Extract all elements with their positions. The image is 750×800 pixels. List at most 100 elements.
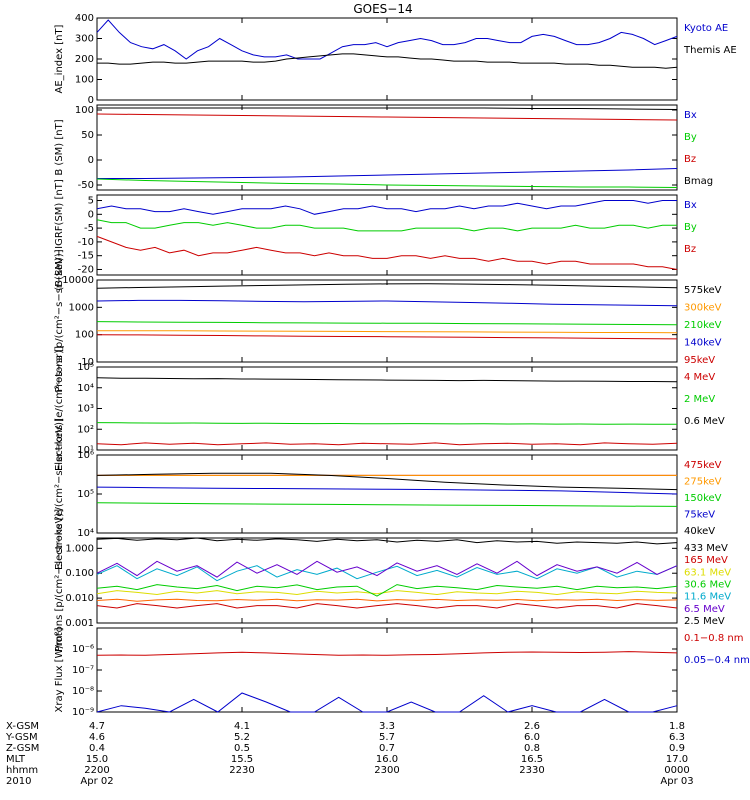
- legend-entry: 275keV: [684, 477, 722, 488]
- series-line-300kev: [97, 330, 678, 334]
- series-line-0-05-0-4-nm: [96, 692, 678, 713]
- series-line-30-6-mev: [96, 584, 678, 597]
- y-axis-label: Electrons [e/(cm²−s−sr−keV)]: [54, 418, 65, 570]
- y-axis-label: AE_index [nT]: [54, 24, 65, 93]
- ephemeris-value: Apr 03: [660, 776, 693, 787]
- y-tick-label: 300: [75, 34, 94, 45]
- y-tick-label: 0: [88, 209, 94, 220]
- panel-5: 10⁴ 10⁵ 10⁶ Electrons [e/(cm²−s−sr−keV)] 475…: [54, 418, 722, 570]
- series-line-40kev: [96, 472, 678, 491]
- series-line-63-1-mev: [96, 590, 678, 596]
- legend-entry: Bz: [684, 244, 696, 255]
- ephemeris-value: 2300: [374, 765, 399, 776]
- y-tick-label: 100: [75, 330, 94, 341]
- panel-frame: [96, 194, 678, 276]
- ephemeris-value: 0.5: [234, 743, 250, 754]
- ephemeris-table: X-GSM 4.7 4.1 3.3 2.6 1.8 Y-GSM 4.6 5.2 5.7 6.0 6.3…: [5, 721, 694, 787]
- y-axis-label: Protons [p/(cm²−s−sr−keV)]: [54, 249, 65, 392]
- chart-title: GOES−14: [353, 2, 412, 16]
- y-tick-label: 10⁵: [77, 489, 94, 500]
- legend-entry: 95keV: [684, 355, 715, 366]
- y-axis-label: (B(SM)−IGRF(SM) [nT]: [54, 179, 65, 291]
- series-line-themis-ae: [97, 53, 678, 69]
- y-tick-label: 200: [75, 54, 94, 65]
- legend-entry: 475keV: [684, 460, 722, 471]
- y-tick-label: -5: [84, 223, 94, 234]
- ephemeris-value: 15.5: [231, 754, 253, 765]
- y-tick-label: 10⁴: [77, 383, 94, 394]
- y-tick-label: 0.010: [65, 593, 94, 604]
- ephemeris-value: 0.9: [669, 743, 685, 754]
- y-tick-label: 10⁶: [77, 450, 94, 461]
- ephemeris-row-label: MLT: [6, 754, 26, 765]
- legend-entry: 140keV: [684, 338, 722, 349]
- series-line-kyoto-ae: [96, 19, 678, 60]
- series-line-140kev: [96, 299, 678, 307]
- ephemeris-value: 2330: [519, 765, 544, 776]
- y-axis-label: B (SM) [nT]: [54, 119, 65, 175]
- ephemeris-value: 0000: [664, 765, 689, 776]
- legend-entry: 30.6 MeV: [684, 580, 731, 591]
- y-tick-label: 10⁻⁶: [72, 644, 94, 655]
- ephemeris-row-label: Y-GSM: [5, 732, 38, 743]
- ephemeris-value: 6.0: [524, 732, 540, 743]
- legend-entry: 0.6 MeV: [684, 416, 725, 427]
- ephemeris-row-label: Z-GSM: [6, 743, 39, 754]
- ephemeris-value: 2200: [84, 765, 109, 776]
- ephemeris-value: 15.0: [86, 754, 108, 765]
- y-tick-label: 10000: [62, 275, 94, 286]
- panel-frame: [96, 17, 678, 101]
- legend-entry: By: [684, 132, 697, 143]
- legend-entry: 4 MeV: [684, 372, 715, 383]
- y-tick-label: -50: [78, 180, 94, 191]
- y-tick-label: 1.000: [65, 543, 94, 554]
- legend-entry: 210keV: [684, 320, 722, 331]
- legend-entry: Bmag: [684, 176, 713, 187]
- series-line-2-5-mev: [96, 598, 678, 602]
- ephemeris-value: 0.7: [379, 743, 395, 754]
- legend-entry: 2 MeV: [684, 394, 715, 405]
- series-line-0-1-0-8-nm: [96, 651, 678, 656]
- series-line-bz: [96, 235, 678, 270]
- series-line-165-mev: [96, 603, 678, 609]
- y-tick-label: 10⁻⁹: [72, 707, 94, 718]
- y-tick-label: 100: [75, 75, 94, 86]
- y-tick-label: 0.001: [65, 618, 94, 629]
- y-tick-label: -20: [78, 264, 94, 275]
- ephemeris-value: 17.0: [666, 754, 688, 765]
- panel-1: -50 0 50 100 B (SM) [nT] Bx By Bz Bmag: [54, 104, 713, 191]
- series-line-75kev: [96, 486, 678, 495]
- ephemeris-value: 4.7: [89, 721, 105, 732]
- ephemeris-value: 2.6: [524, 721, 540, 732]
- y-tick-label: 0: [88, 95, 94, 106]
- series-line-150kev: [96, 502, 678, 507]
- y-tick-label: 10⁵: [77, 362, 94, 373]
- ephemeris-value: 5.2: [234, 732, 250, 743]
- ephemeris-value: 0.4: [89, 743, 105, 754]
- legend-entry: Bx: [684, 200, 697, 211]
- panel-frame: [96, 627, 678, 713]
- series-line-bz: [96, 113, 678, 121]
- ephemeris-row-label: hhmm: [6, 765, 38, 776]
- legend-entry: 2.5 MeV: [684, 616, 725, 627]
- panel-frame: [96, 454, 678, 534]
- series-line-95kev: [96, 334, 678, 340]
- legend-entry: Bx: [684, 110, 697, 121]
- series-line-bx: [96, 200, 677, 215]
- y-tick-label: -10: [78, 237, 94, 248]
- legend-entry: 63.1 MeV: [684, 567, 731, 578]
- series-line-2-mev: [96, 422, 677, 425]
- series-line-575kev: [96, 283, 678, 289]
- legend-entry: Themis AE: [683, 45, 737, 56]
- legend-entry: 0.1−0.8 nm: [684, 633, 743, 644]
- y-tick-label: 0.100: [65, 568, 94, 579]
- y-axis-label: Xray Flux [W/m²]: [54, 627, 65, 712]
- legend-entry: Bz: [684, 154, 696, 165]
- legend-entry: 300keV: [684, 303, 722, 314]
- y-tick-label: 10²: [77, 424, 94, 435]
- ephemeris-value: 5.7: [379, 732, 395, 743]
